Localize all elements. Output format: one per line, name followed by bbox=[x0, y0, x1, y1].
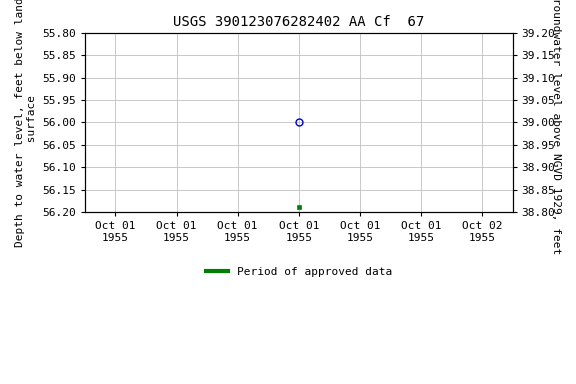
Legend: Period of approved data: Period of approved data bbox=[201, 263, 396, 281]
Title: USGS 390123076282402 AA Cf  67: USGS 390123076282402 AA Cf 67 bbox=[173, 15, 425, 29]
Y-axis label: Depth to water level, feet below land
 surface: Depth to water level, feet below land su… bbox=[15, 0, 37, 247]
Y-axis label: Groundwater level above NGVD 1929, feet: Groundwater level above NGVD 1929, feet bbox=[551, 0, 561, 254]
